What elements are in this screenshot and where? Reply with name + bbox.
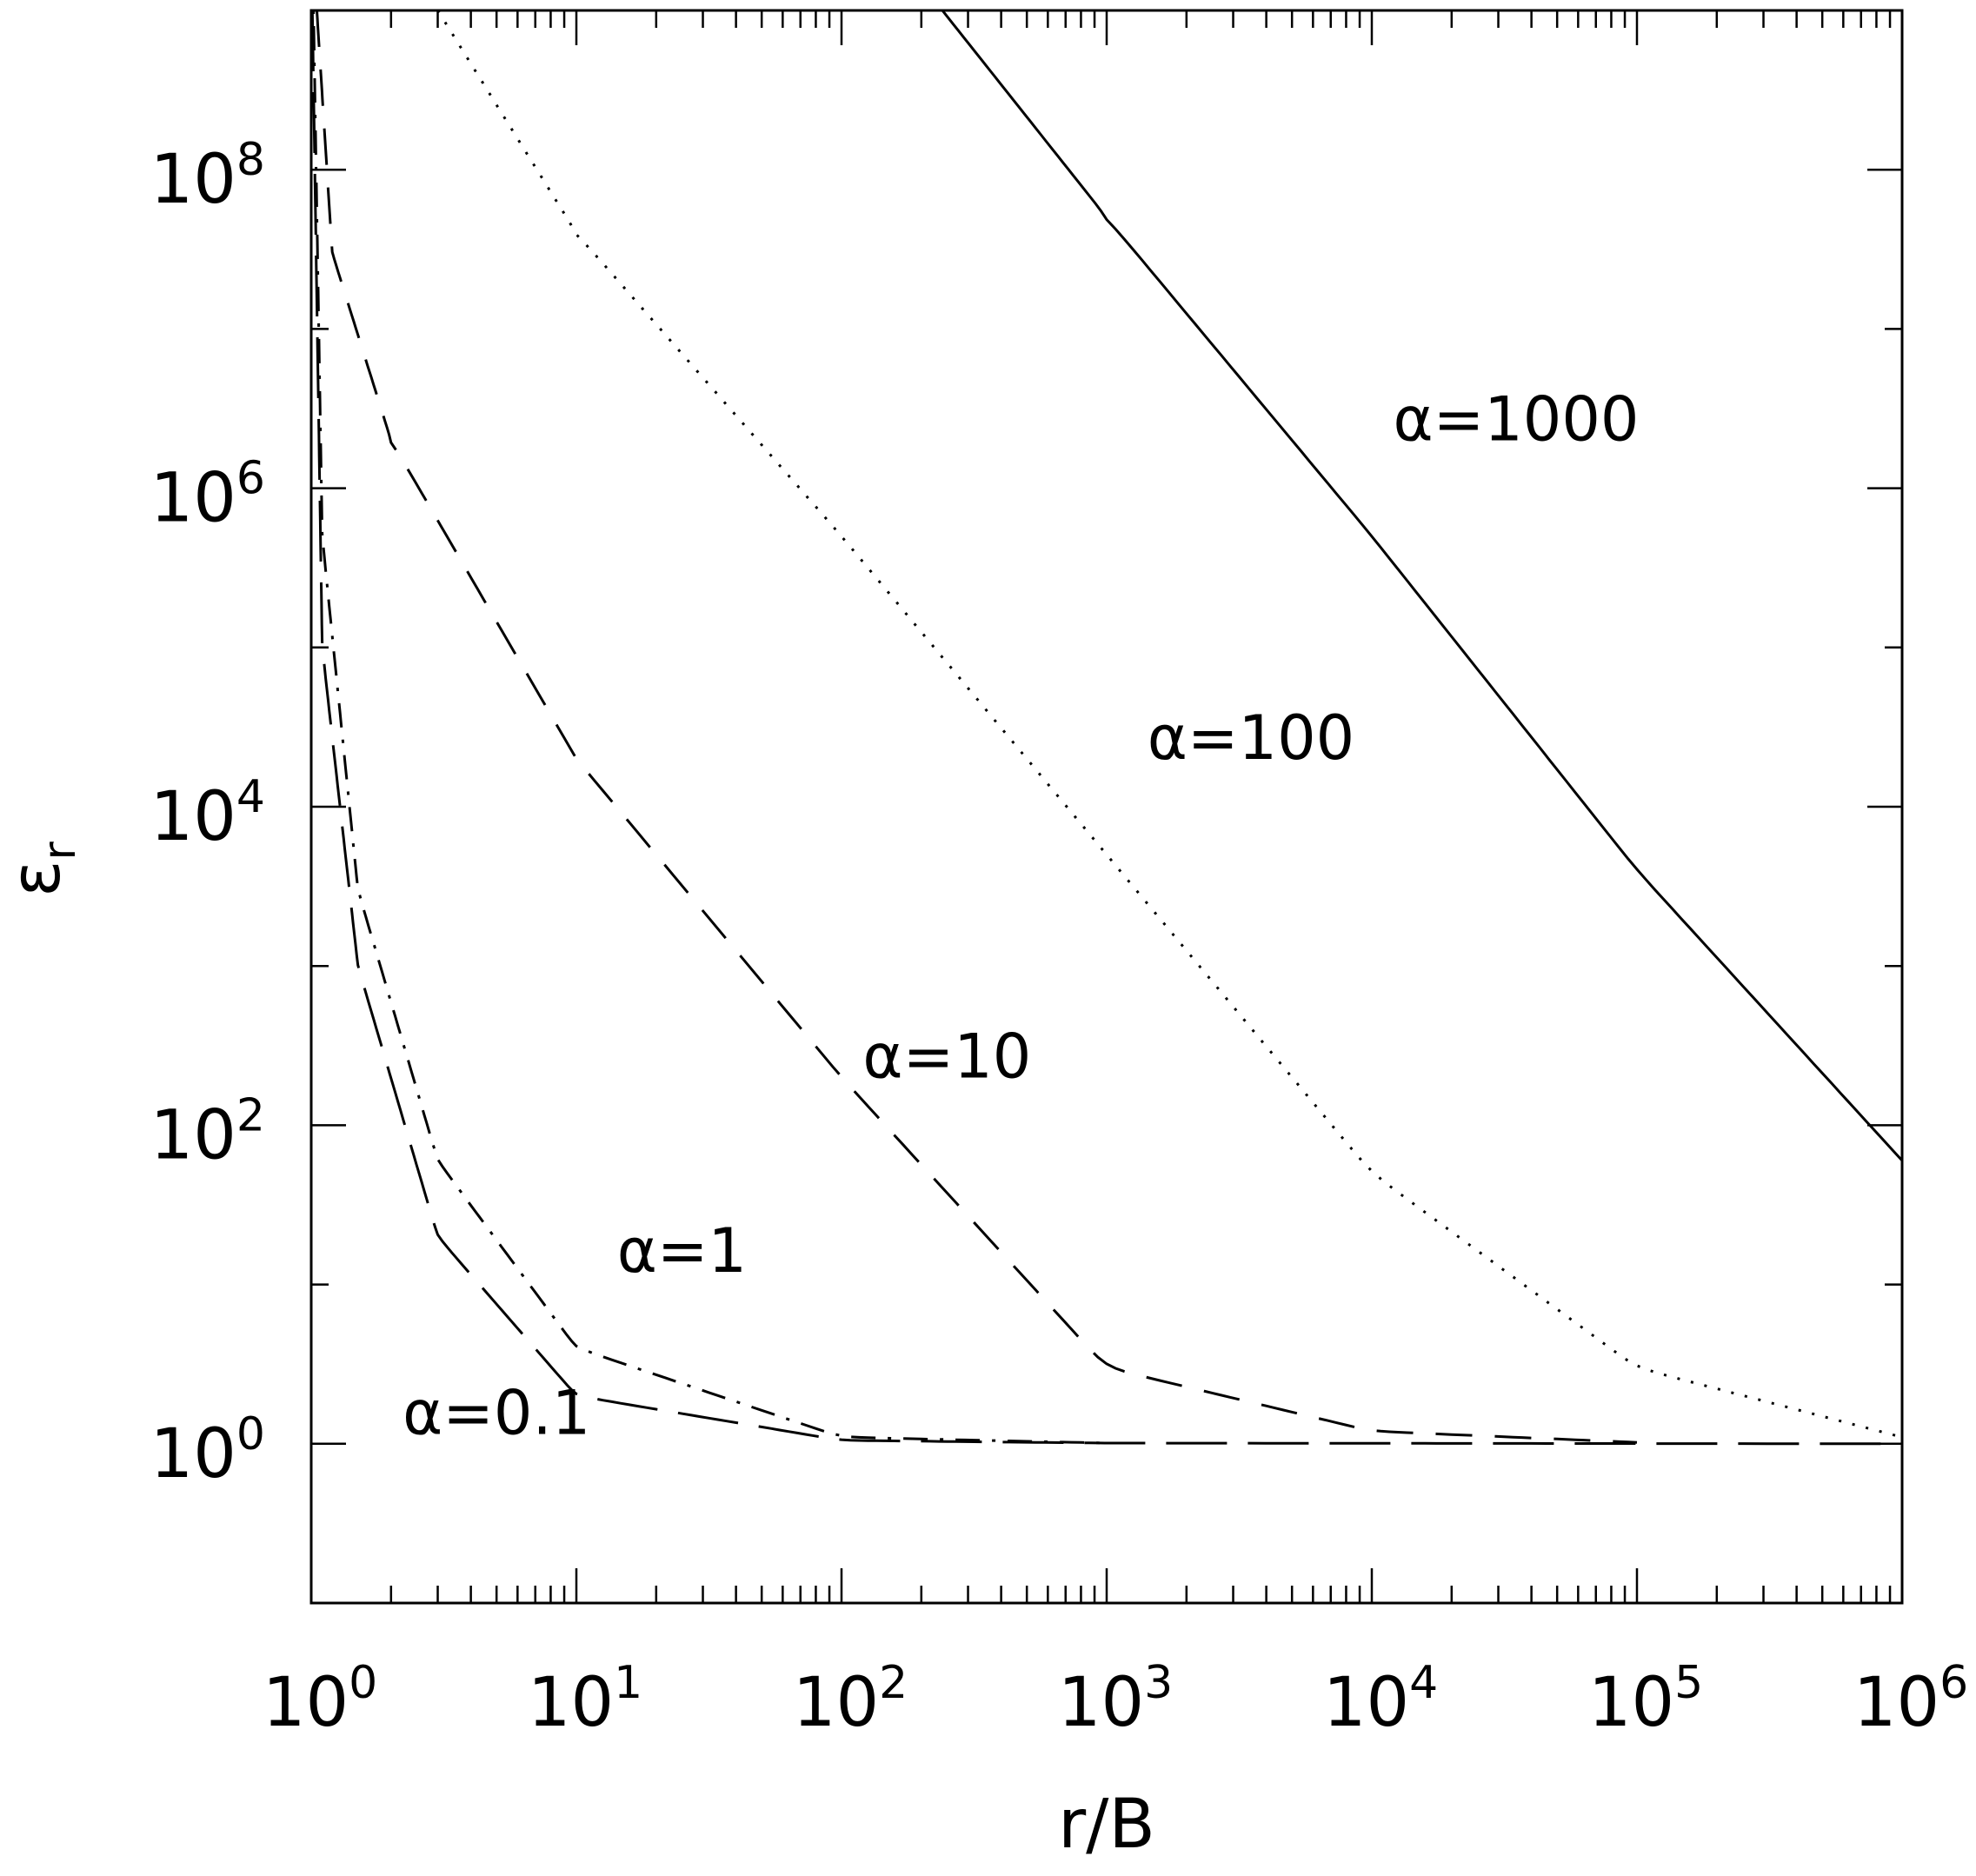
curve-label-alpha-10: α=10 bbox=[862, 1021, 1031, 1092]
x-tick-label: 102 bbox=[793, 1657, 908, 1742]
series-line-alpha-1 bbox=[312, 10, 1108, 1445]
y-tick-label: 106 bbox=[150, 453, 265, 538]
x-tick-label: 103 bbox=[1058, 1657, 1173, 1742]
y-tick-label: 102 bbox=[150, 1089, 265, 1174]
x-tick-label: 101 bbox=[528, 1657, 642, 1742]
y-axis-title-base: ε bbox=[0, 861, 76, 897]
y-tick-label: 100 bbox=[150, 1408, 265, 1493]
curve-label-alpha-1000: α=1000 bbox=[1393, 383, 1639, 455]
series-line-alpha-0-1 bbox=[311, 10, 1902, 1446]
curve-label-alpha-100: α=100 bbox=[1148, 702, 1354, 774]
series-line-alpha-1000 bbox=[941, 10, 1902, 1162]
curves bbox=[311, 10, 1902, 1446]
y-axis-title: εr bbox=[0, 842, 86, 897]
axis-ticks bbox=[309, 9, 1902, 1605]
curve-label-alpha-1: α=1 bbox=[617, 1215, 747, 1287]
svg-text:εr: εr bbox=[0, 842, 86, 897]
y-tick-label: 104 bbox=[150, 771, 265, 856]
curve-label-alpha-0-1: α=0.1 bbox=[403, 1378, 590, 1449]
x-tick-label: 100 bbox=[263, 1657, 377, 1742]
x-tick-label: 104 bbox=[1323, 1657, 1438, 1742]
series-line-alpha-10 bbox=[316, 10, 1638, 1444]
x-axis-title: r/B bbox=[1058, 1786, 1155, 1864]
x-tick-label: 105 bbox=[1588, 1657, 1703, 1742]
y-tick-label: 108 bbox=[150, 134, 265, 219]
labels: 100 101 102 103 104 105 106 100 102 104 106 108 α=10… bbox=[150, 134, 1969, 1742]
y-axis-title-sub: r bbox=[34, 842, 86, 861]
x-tick-label: 106 bbox=[1853, 1657, 1968, 1742]
